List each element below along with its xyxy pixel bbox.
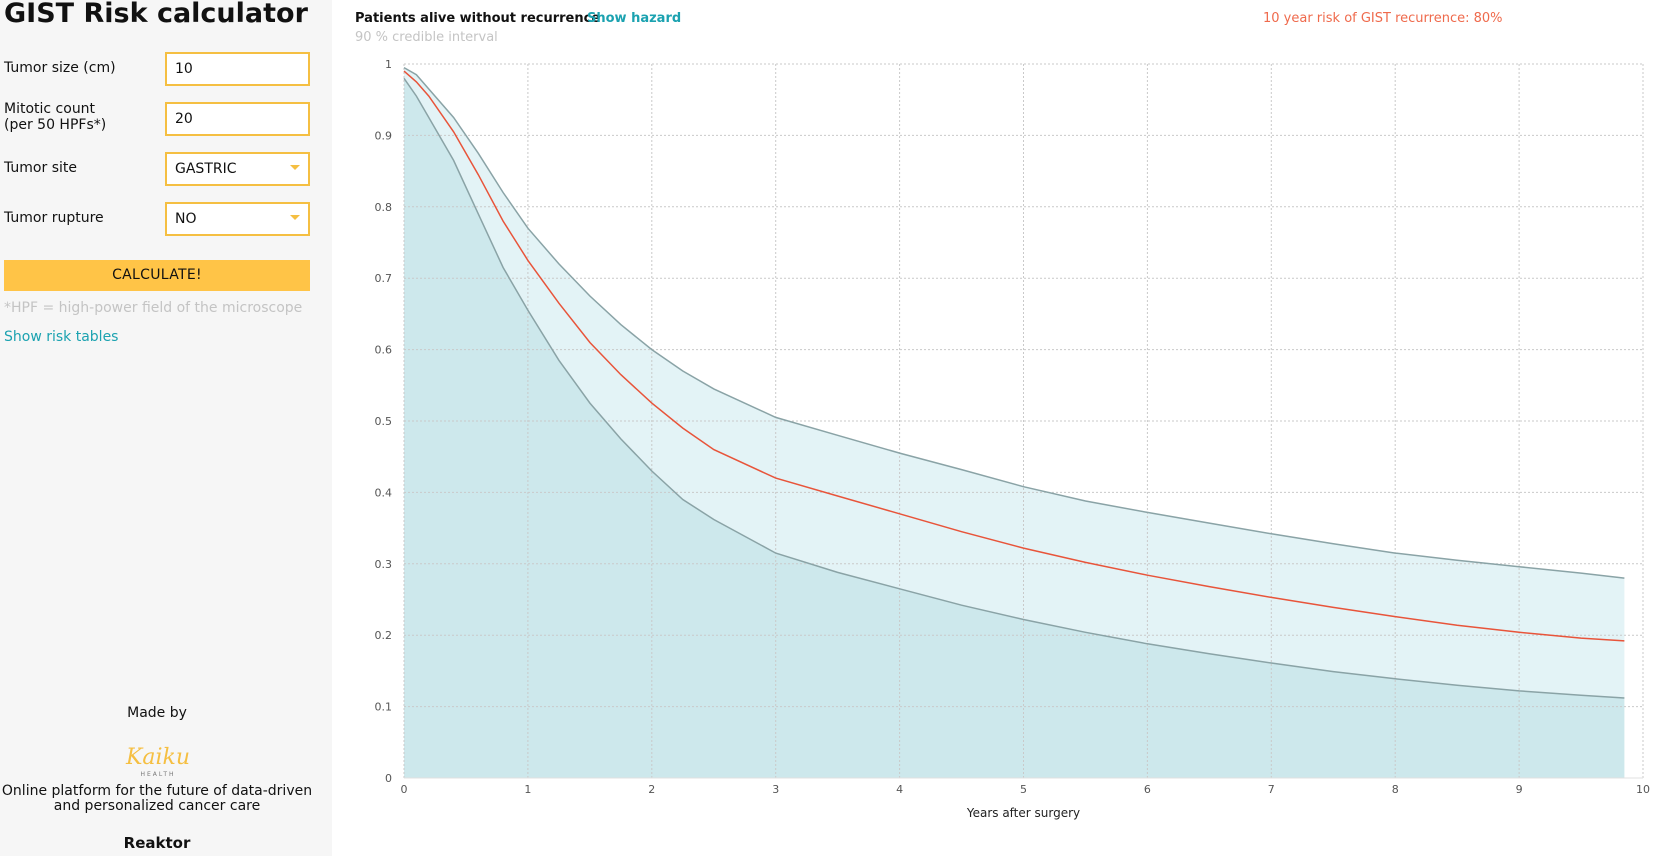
kaiku-logo-subtext: HEALTH xyxy=(140,771,175,778)
tagline: Online platform for the future of data-d… xyxy=(0,784,314,814)
chart-title: Patients alive without recurrence xyxy=(355,11,601,26)
tumor-size-label: Tumor size (cm) xyxy=(4,60,116,76)
tagline-line1: Online platform for the future of data-d… xyxy=(1,783,313,799)
x-tick-label: 5 xyxy=(1020,783,1027,796)
hpf-footnote: *HPF = high-power field of the microscop… xyxy=(4,300,303,316)
x-tick-label: 7 xyxy=(1268,783,1275,796)
chevron-down-icon xyxy=(290,165,300,170)
tumor-site-label: Tumor site xyxy=(4,160,77,176)
upper-bound-line xyxy=(403,66,1625,579)
tumor-size-input[interactable]: 10 xyxy=(165,52,310,86)
calculate-button[interactable]: CALCULATE! xyxy=(4,260,310,291)
y-tick-label: 0.3 xyxy=(375,558,393,571)
y-tick-label: 0.8 xyxy=(375,201,393,214)
mitotic-count-input[interactable]: 20 xyxy=(165,102,310,136)
x-tick-label: 10 xyxy=(1636,783,1650,796)
x-tick-label: 4 xyxy=(896,783,903,796)
x-axis-title: Years after surgery xyxy=(966,806,1080,820)
y-tick-label: 0.5 xyxy=(375,415,393,428)
made-by-label: Made by xyxy=(127,705,187,721)
y-tick-label: 0.4 xyxy=(375,486,393,499)
credible-interval-label: 90 % credible interval xyxy=(355,30,498,45)
tumor-site-value: GASTRIC xyxy=(175,161,237,177)
x-tick-label: 0 xyxy=(401,783,408,796)
tumor-rupture-value: NO xyxy=(175,211,197,227)
y-tick-label: 1 xyxy=(385,58,392,71)
lower-bound-line xyxy=(403,77,1625,699)
sidebar: GIST Risk calculator Tumor size (cm) 10 … xyxy=(0,0,332,856)
tumor-rupture-label: Tumor rupture xyxy=(4,210,104,226)
y-tick-label: 0.7 xyxy=(375,272,393,285)
y-tick-label: 0.9 xyxy=(375,129,393,142)
x-tick-label: 8 xyxy=(1392,783,1399,796)
mitotic-count-label-line2: (per 50 HPFs*) xyxy=(4,117,107,133)
show-risk-tables-link[interactable]: Show risk tables xyxy=(4,329,119,345)
app-title: GIST Risk calculator xyxy=(4,0,308,29)
credible-interval-band xyxy=(404,67,1625,699)
mitotic-count-label: Mitotic count (per 50 HPFs*) xyxy=(4,101,106,133)
chevron-down-icon xyxy=(290,215,300,220)
x-tick-label: 2 xyxy=(648,783,655,796)
x-tick-label: 9 xyxy=(1516,783,1523,796)
recurrence-risk-text: 10 year risk of GIST recurrence: 80% xyxy=(1263,11,1503,26)
kaiku-logo[interactable]: Kaiku HEALTH xyxy=(118,740,198,780)
y-tick-label: 0.2 xyxy=(375,629,393,642)
y-tick-label: 0.6 xyxy=(375,344,393,357)
x-tick-label: 1 xyxy=(524,783,531,796)
tumor-rupture-select[interactable]: NO xyxy=(165,202,310,236)
tumor-site-select[interactable]: GASTRIC xyxy=(165,152,310,186)
lower-bound-area xyxy=(404,78,1625,779)
mitotic-count-label-line1: Mitotic count xyxy=(4,101,96,117)
y-tick-label: 0 xyxy=(385,772,392,785)
kaiku-logo-text: Kaiku xyxy=(125,745,190,770)
y-tick-label: 0.1 xyxy=(375,701,393,714)
reaktor-logo[interactable]: Reaktor xyxy=(123,834,191,852)
show-hazard-link[interactable]: Show hazard xyxy=(587,11,682,26)
x-tick-label: 6 xyxy=(1144,783,1151,796)
median-survival-line xyxy=(403,70,1625,642)
tagline-line2: and personalized cancer care xyxy=(53,798,261,814)
x-tick-label: 3 xyxy=(772,783,779,796)
